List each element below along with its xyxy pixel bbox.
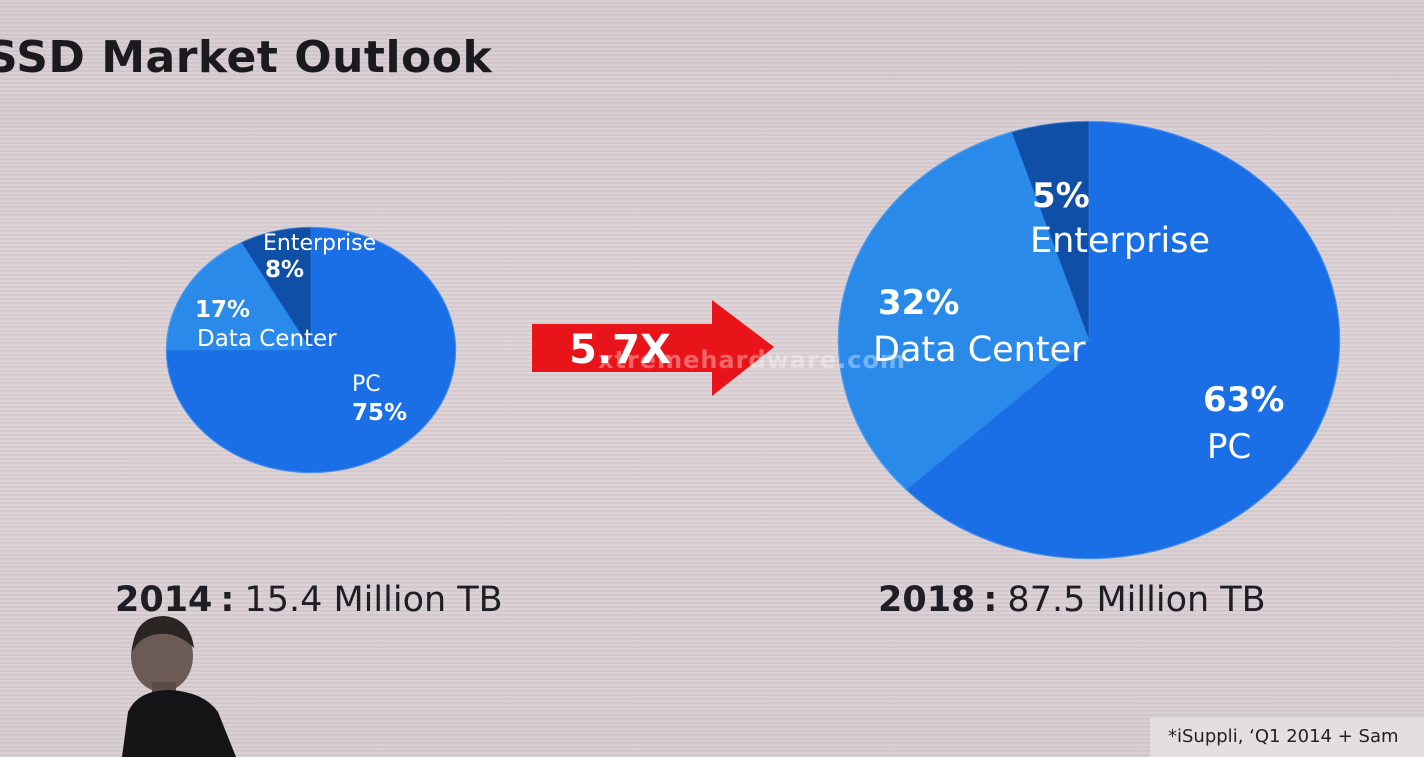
caption-2018-year: 2018 — [878, 580, 976, 620]
slice-percent-label-data-center-2018: 32% — [878, 283, 959, 323]
slice-percent-label-enterprise-2018: 5% — [1032, 176, 1090, 216]
pie-rim-2018 — [837, 120, 1341, 560]
caption-2014-year: 2014 — [115, 580, 213, 620]
slice-name-label-pc-2018: PC — [1207, 427, 1251, 467]
source-footnote: *iSuppli, ‘Q1 2014 + Sam — [1150, 717, 1424, 757]
caption-2018: 2018:87.5 Million TB — [878, 580, 1266, 620]
slice-name-label-pc-2014: PC — [352, 372, 381, 397]
growth-multiplier: 5.7X — [569, 327, 671, 373]
slide-title: SSD Market Outlook — [0, 32, 493, 83]
presenter-silhouette — [122, 616, 236, 757]
watermark-text: xtremehardware.com — [598, 346, 906, 374]
pie-slice-pc-2018 — [905, 120, 1341, 560]
caption-2018-total: 87.5 Million TB — [1007, 580, 1266, 620]
slice-name-label-data-center-2018: Data Center — [873, 330, 1086, 370]
pie-slice-data-center-2018 — [837, 131, 1090, 491]
slice-percent-label-enterprise-2014: 8% — [265, 257, 304, 283]
slice-percent-label-data-center-2014: 17% — [195, 297, 250, 323]
pie-slice-data-center-2014 — [165, 241, 312, 351]
caption-2014-separator: : — [220, 580, 235, 620]
pie-slice-enterprise-2014 — [240, 226, 312, 352]
growth-arrow-shape — [532, 300, 774, 396]
slice-percent-label-pc-2014: 75% — [352, 400, 407, 426]
slice-name-label-enterprise-2018: Enterprise — [1030, 221, 1210, 261]
slice-percent-label-pc-2018: 63% — [1203, 380, 1284, 420]
caption-2014: 2014:15.4 Million TB — [115, 580, 503, 620]
pie-rim-2014 — [165, 226, 457, 474]
caption-2014-total: 15.4 Million TB — [244, 580, 503, 620]
growth-arrow: 5.7X — [532, 300, 774, 396]
pie-chart-2018: 63% PC 32% Data Center 5% Enterprise — [837, 120, 1341, 560]
slice-name-label-enterprise-2014: Enterprise — [263, 231, 376, 256]
slice-name-label-data-center-2014: Data Center — [197, 326, 337, 352]
pie-slice-enterprise-2018 — [1011, 120, 1090, 341]
caption-2018-separator: : — [983, 580, 998, 620]
